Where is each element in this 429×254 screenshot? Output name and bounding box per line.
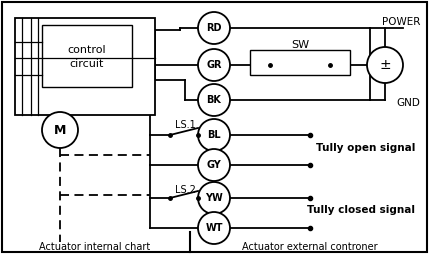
Text: Tully closed signal: Tully closed signal xyxy=(307,205,415,215)
Text: control
circuit: control circuit xyxy=(68,45,106,69)
Circle shape xyxy=(198,212,230,244)
Text: Tully open signal: Tully open signal xyxy=(316,143,415,153)
Circle shape xyxy=(42,112,78,148)
Text: SW: SW xyxy=(291,40,309,50)
Circle shape xyxy=(367,47,403,83)
Text: GY: GY xyxy=(207,160,221,170)
Text: LS.1: LS.1 xyxy=(175,120,196,130)
Circle shape xyxy=(198,12,230,44)
Bar xyxy=(42,25,132,87)
Text: GND: GND xyxy=(396,98,420,108)
Text: BK: BK xyxy=(206,95,221,105)
Text: LS.2: LS.2 xyxy=(175,185,196,195)
Text: ±: ± xyxy=(379,58,391,72)
Text: WT: WT xyxy=(205,223,223,233)
Text: YW: YW xyxy=(205,193,223,203)
Circle shape xyxy=(198,119,230,151)
Circle shape xyxy=(198,84,230,116)
Circle shape xyxy=(198,182,230,214)
Text: RD: RD xyxy=(206,23,222,33)
Text: Actuator internal chart: Actuator internal chart xyxy=(39,242,151,252)
Text: BL: BL xyxy=(207,130,221,140)
Circle shape xyxy=(198,49,230,81)
Text: M: M xyxy=(54,123,66,136)
Bar xyxy=(15,18,155,115)
Text: Actuator external controner: Actuator external controner xyxy=(242,242,378,252)
Text: POWER: POWER xyxy=(382,17,420,27)
Circle shape xyxy=(198,149,230,181)
Bar xyxy=(250,50,350,75)
Text: GR: GR xyxy=(206,60,222,70)
